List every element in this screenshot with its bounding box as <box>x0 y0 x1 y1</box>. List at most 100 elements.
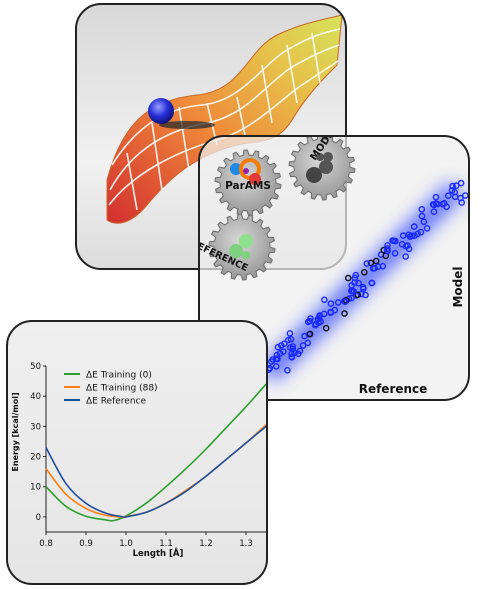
scatter-point <box>372 257 380 265</box>
scatter-point <box>448 187 456 194</box>
x-tick-label: 1.0 <box>119 539 133 549</box>
chart-series <box>45 383 266 522</box>
scatter-point <box>304 339 312 347</box>
scatter-point <box>299 342 307 349</box>
scatter-point <box>351 274 359 282</box>
scatter-point <box>331 306 339 314</box>
scatter-point <box>402 253 409 260</box>
scatter-point <box>285 336 292 344</box>
scatter-point <box>369 265 377 272</box>
chart-axes: 0.8 0.9 1.0 1.1 1.2 1.3 0 10 20 30 40 50 <box>30 362 266 549</box>
scatter-point <box>432 193 440 201</box>
scatter-point <box>384 247 391 255</box>
scatter-point <box>354 291 361 299</box>
scatter-point <box>432 200 440 207</box>
scatter-point <box>418 206 426 213</box>
scatter-point <box>420 218 428 226</box>
scatter-point <box>312 320 320 328</box>
series-line-0 <box>45 383 266 522</box>
parity-x-label: Reference <box>359 382 428 396</box>
scatter-point <box>355 279 362 287</box>
scatter-point <box>380 246 388 254</box>
scatter-point <box>288 350 295 358</box>
legend-label-0: ΔE Training (0) <box>86 371 152 381</box>
scatter-point <box>389 237 396 244</box>
scatter-point <box>273 351 281 359</box>
scatter-point <box>306 330 314 338</box>
scatter-point <box>334 299 342 306</box>
scatter-point <box>322 324 330 332</box>
x-tick-label: 1.3 <box>239 539 253 549</box>
y-tick-label: 0 <box>36 513 41 523</box>
scatter-point <box>341 310 348 317</box>
chart-legend: ΔE Training (0) ΔE Training (88) ΔE Refere… <box>64 371 158 407</box>
scatter-points <box>265 179 468 374</box>
ball-shadow <box>159 121 215 129</box>
scatter-point <box>452 182 460 190</box>
scatter-point <box>321 296 328 304</box>
scatter-point <box>350 288 358 295</box>
scatter-point <box>287 335 295 343</box>
x-tick-label: 0.8 <box>39 539 53 549</box>
y-tick-label: 20 <box>30 453 41 463</box>
scatter-point <box>360 268 368 276</box>
curve-card: 0.8 0.9 1.0 1.1 1.2 1.3 0 10 20 30 40 50 ΔE Trainin… <box>6 320 268 585</box>
scatter-point <box>295 350 302 358</box>
scatter-point <box>284 366 291 374</box>
gear-reference <box>208 213 276 281</box>
scatter-point <box>362 291 369 299</box>
scatter-point <box>269 356 277 363</box>
scatter-point <box>368 279 375 287</box>
scatter-point <box>272 363 280 370</box>
y-tick-label: 30 <box>30 422 41 432</box>
y-tick-label: 50 <box>30 362 41 372</box>
scatter-point <box>443 203 450 211</box>
params-logo-text: ParAMS <box>225 180 271 192</box>
scatter-point <box>348 281 355 289</box>
scatter-point <box>341 298 349 305</box>
scatter-point <box>320 310 328 318</box>
energy-chart: 0.8 0.9 1.0 1.1 1.2 1.3 0 10 20 30 40 50 ΔE Trainin… <box>11 362 266 559</box>
scatter-point <box>399 232 407 239</box>
scatter-point <box>291 349 298 357</box>
scatter-point <box>317 318 324 325</box>
scatter-point <box>367 259 375 267</box>
surface-grid <box>108 28 341 211</box>
scatter-point <box>430 208 438 215</box>
model-molecule-icon <box>306 152 333 183</box>
scatter-point <box>384 245 391 252</box>
x-tick-label: 1.2 <box>199 539 213 549</box>
reference-molecule-icon <box>229 234 253 259</box>
x-tick-label: 1.1 <box>159 539 173 549</box>
scatter-point <box>457 179 465 187</box>
scatter-point <box>444 192 452 200</box>
scatter-point <box>344 274 352 282</box>
scatter-point <box>306 317 314 325</box>
parity-plot: ParAMS MODEL REFERENCE Reference Model <box>200 137 468 396</box>
scatter-point <box>462 192 468 199</box>
y-tick-label: 10 <box>30 483 41 493</box>
scatter-point <box>414 230 421 238</box>
x-tick-label: 0.9 <box>79 539 93 549</box>
scatter-point <box>405 245 413 253</box>
scatter-point <box>423 225 431 232</box>
scatter-point <box>404 242 411 249</box>
y-axis-label: Energy [kcal/mol] <box>11 392 20 471</box>
scatter-point <box>418 212 426 220</box>
series-line-1 <box>45 424 266 518</box>
series-line-2 <box>45 425 266 519</box>
scatter-point <box>429 201 437 208</box>
scatter-point <box>327 300 335 307</box>
scatter-point <box>410 223 418 230</box>
params-logo-mark <box>230 158 261 185</box>
scatter-point <box>286 330 294 337</box>
scatter-point <box>273 355 280 362</box>
legend-label-2: ΔE Reference <box>86 397 146 407</box>
parity-y-label: Model <box>451 266 465 307</box>
scatter-point <box>449 182 456 190</box>
x-axis-label: Length [Å] <box>133 548 184 559</box>
scatter-point <box>391 250 399 257</box>
scatter-point <box>288 353 296 361</box>
scatter-point <box>417 228 425 236</box>
scatter-point <box>289 343 297 350</box>
